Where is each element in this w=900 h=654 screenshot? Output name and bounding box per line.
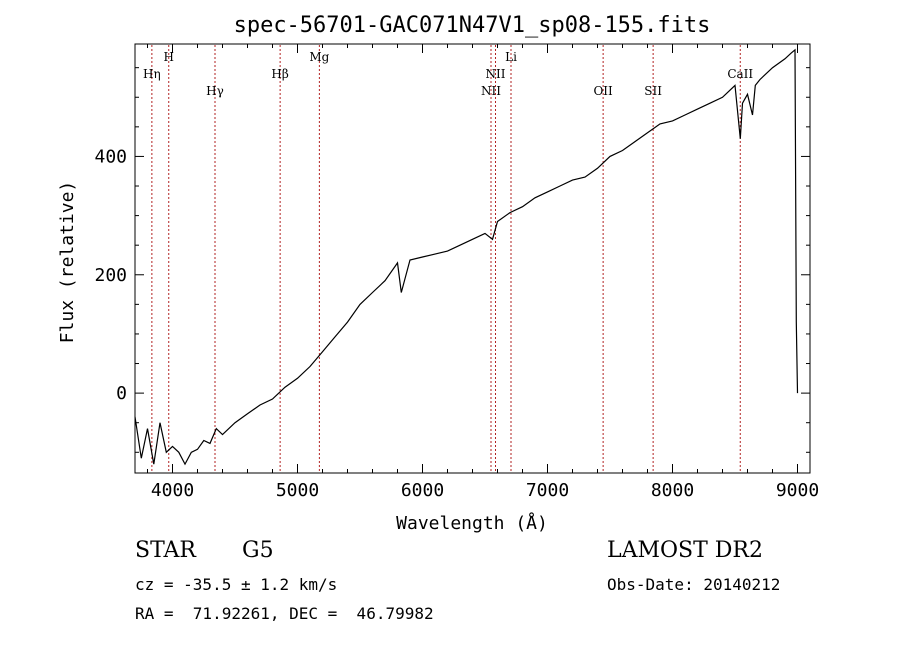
y-tick-label: 0 — [116, 383, 127, 404]
x-tick-label: 5000 — [276, 480, 319, 501]
x-tick-label: 6000 — [401, 480, 444, 501]
line-marker-label: NII — [486, 67, 506, 81]
y-tick-label: 400 — [94, 146, 127, 167]
line-marker-label: SII — [644, 84, 662, 98]
spectrum-line — [134, 48, 799, 466]
y-axis-label: Flux (relative) — [57, 181, 78, 344]
chart-title: spec-56701-GAC071N47V1_sp08-155.fits — [234, 13, 711, 38]
coordinates-text: RA = 71.92261, DEC = 46.79982 — [135, 604, 434, 623]
line-marker-label: Hβ — [271, 67, 288, 81]
axes: 4000 5000 6000 7000 8000 9000 0 200 400 — [94, 44, 819, 501]
y-tick-label: 200 — [94, 265, 127, 286]
line-marker-label: H — [164, 50, 174, 64]
line-marker-label: Li — [505, 50, 517, 64]
line-marker-label: NII — [481, 84, 501, 98]
x-tick-label: 9000 — [776, 480, 819, 501]
redshift-text: cz = -35.5 ± 1.2 km/s — [135, 575, 338, 594]
x-tick-label: 7000 — [526, 480, 569, 501]
x-tick-label: 8000 — [651, 480, 694, 501]
x-axis-label: Wavelength (Å) — [396, 512, 548, 534]
line-marker-label: Hγ — [206, 84, 224, 98]
line-marker-label: Mg — [309, 50, 329, 64]
line-markers: HηH Hγ Hβ Mg NII NII Li OII SII CaII — [143, 45, 753, 473]
object-subclass: G5 — [242, 538, 274, 563]
obs-date-text: Obs-Date: 20140212 — [607, 575, 781, 594]
plot-frame — [134, 43, 811, 474]
line-marker-label: Hη — [143, 67, 161, 81]
x-tick-label: 4000 — [151, 480, 194, 501]
survey-name: LAMOST DR2 — [607, 538, 763, 563]
object-class: STAR — [135, 538, 196, 563]
line-marker-label: CaII — [727, 67, 753, 81]
line-marker-label: OII — [593, 84, 613, 98]
